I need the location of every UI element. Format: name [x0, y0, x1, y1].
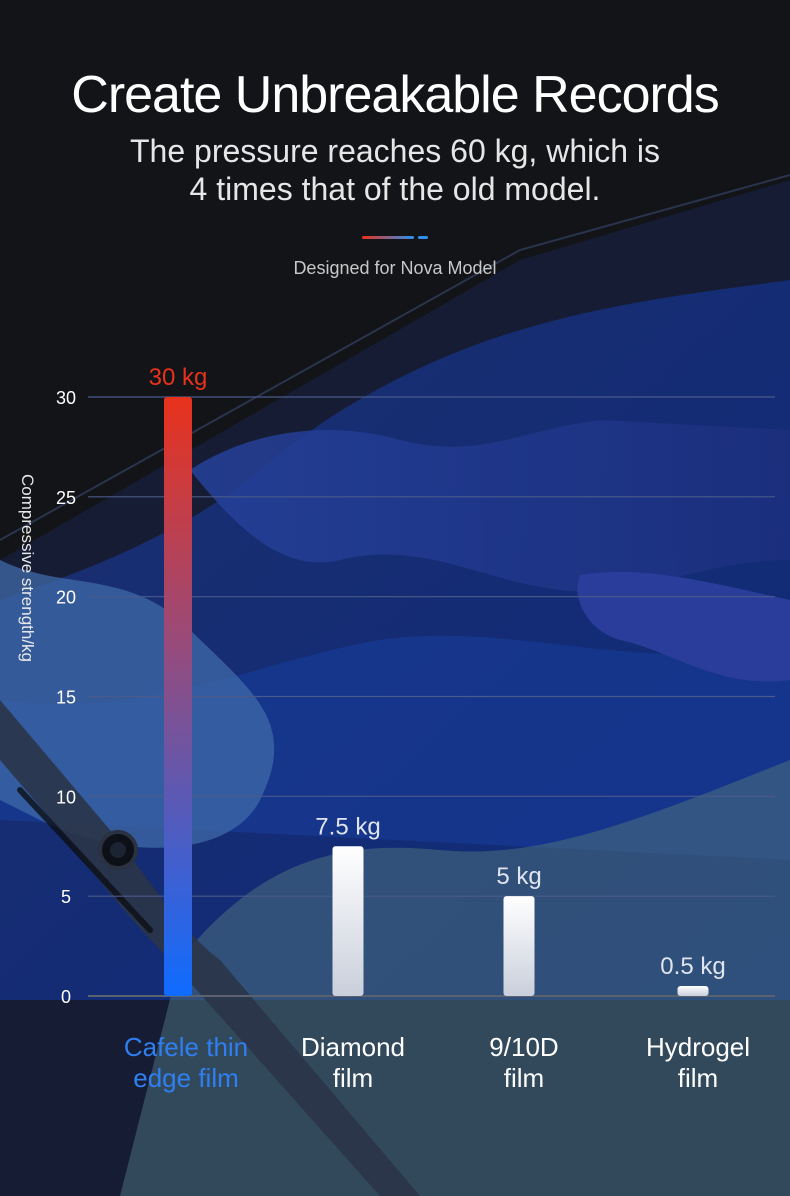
bar	[677, 986, 709, 996]
accent-divider	[362, 236, 428, 240]
category-label: Cafele thin	[124, 1032, 248, 1062]
y-tick-label: 30	[56, 388, 76, 408]
data-label: 30 kg	[149, 364, 208, 391]
bar	[164, 397, 192, 996]
y-tick-label: 25	[56, 488, 76, 508]
bars	[164, 397, 709, 996]
category-label: Hydrogel	[646, 1032, 750, 1062]
category-label: film	[504, 1063, 544, 1093]
header: Create Unbreakable Records The pressure …	[0, 60, 790, 208]
page-subtitle: The pressure reaches 60 kg, which is 4 t…	[0, 132, 790, 208]
y-tick-label: 0	[61, 987, 71, 1007]
tagline: Designed for Nova Model	[293, 258, 497, 278]
subtitle-line-1: The pressure reaches 60 kg, which is	[129, 133, 661, 169]
y-tick-label: 5	[61, 887, 71, 907]
category-label: edge film	[133, 1063, 239, 1093]
bar	[503, 896, 535, 996]
y-tick-label: 10	[56, 787, 76, 807]
subtitle-line-2: 4 times that of the old model.	[189, 171, 601, 207]
data-label: 7.5 kg	[315, 813, 380, 840]
grid-lines	[88, 396, 775, 997]
y-axis-label: Compressive strength/kg	[18, 474, 37, 662]
y-tick-labels: 0 5 10 15 20 25 30	[56, 388, 76, 1007]
category-label: Diamond	[301, 1032, 405, 1062]
bar	[332, 846, 364, 996]
y-tick-label: 20	[56, 588, 76, 608]
category-label: film	[333, 1063, 373, 1093]
data-labels: 30 kg 7.5 kg 5 kg 0.5 kg	[149, 364, 726, 980]
y-tick-label: 15	[56, 688, 76, 708]
category-label: film	[678, 1063, 718, 1093]
data-label: 0.5 kg	[660, 953, 725, 980]
page-title: Create Unbreakable Records	[71, 66, 719, 124]
category-label: 9/10D	[489, 1032, 558, 1062]
data-label: 5 kg	[496, 863, 541, 890]
